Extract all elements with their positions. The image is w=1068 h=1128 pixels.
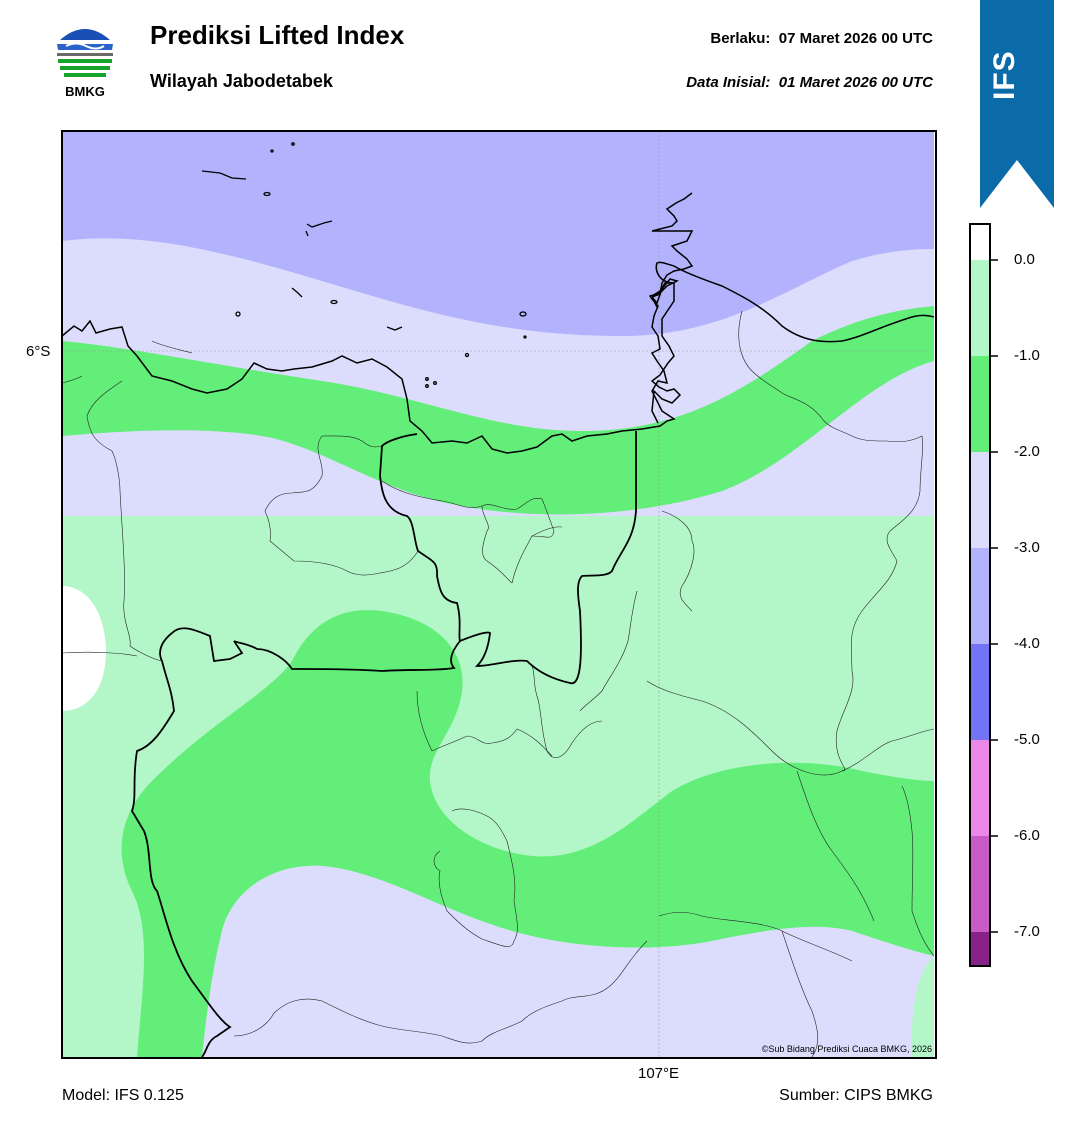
- colorbar: [969, 223, 998, 967]
- map-title: Prediksi Lifted Index: [150, 20, 405, 50]
- district-borders: [62, 310, 934, 1057]
- colorbar-swatch-7: [970, 836, 990, 932]
- field-green-south: [62, 610, 934, 1057]
- init-value: 01 Maret 2026 00 UTC: [778, 74, 933, 91]
- colorbar-tick-label: -7.0: [1014, 923, 1040, 940]
- coastline-bay: [655, 261, 675, 284]
- colorbar-tick-label: -1.0: [1014, 347, 1040, 364]
- colorbar-tick-label: -5.0: [1014, 731, 1040, 748]
- bmkg-logo: [55, 22, 115, 86]
- credit-text: ©Sub Bidang Prediksi Cuaca BMKG, 2026: [761, 1044, 932, 1054]
- logo-text: BMKG: [65, 84, 105, 99]
- colorbar-tick-marks: [990, 259, 998, 933]
- colorbar-tick-label: -6.0: [1014, 827, 1040, 844]
- colorbar-tick-label: 0.0: [1014, 251, 1035, 268]
- valid-value: 07 Maret 2026 00 UTC: [778, 30, 933, 47]
- colorbar-swatch-6: [970, 740, 990, 836]
- colorbar-swatch-5: [970, 644, 990, 740]
- lat-label: 6°S: [26, 343, 51, 360]
- source-label: Sumber: CIPS BMKG: [779, 1087, 933, 1104]
- map-subtitle: Wilayah Jabodetabek: [150, 71, 333, 91]
- colorbar-swatches: [970, 224, 990, 966]
- colorbar-border: [969, 223, 991, 967]
- init-label: Data Inisial:: [686, 74, 771, 91]
- ifs-ribbon: [980, 0, 1054, 208]
- coastline-north-east: [673, 265, 934, 343]
- field-lavender-south: [202, 865, 934, 1057]
- init-time: Data Inisial: 01 Maret 2026 00 UTC: [686, 74, 933, 91]
- colorbar-tick-label: -2.0: [1014, 443, 1040, 460]
- colorbar-swatch-4: [970, 548, 990, 644]
- colorbar-swatch-2: [970, 356, 990, 452]
- colorbar-swatch-0: [970, 224, 990, 260]
- valid-time: Berlaku: 07 Maret 2026 00 UTC: [710, 30, 933, 47]
- colorbar-tick-label: -4.0: [1014, 635, 1040, 652]
- ribbon-label: IFS: [988, 50, 1021, 100]
- coastline: [62, 192, 694, 454]
- colorbar-tick-label: -3.0: [1014, 539, 1040, 556]
- lifted-index-map: [62, 131, 934, 1057]
- field-light-green-se: [911, 956, 934, 1057]
- islands: [201, 142, 527, 388]
- model-label: Model: IFS 0.125: [62, 1087, 184, 1104]
- field-green-coast: [62, 306, 934, 515]
- colorbar-swatch-1: [970, 260, 990, 356]
- lon-label: 107°E: [638, 1065, 680, 1082]
- colorbar-swatch-8: [970, 932, 990, 966]
- province-borders: [131, 431, 637, 1057]
- valid-label: Berlaku:: [710, 30, 771, 47]
- map-frame: [61, 130, 937, 1059]
- colorbar-swatch-3: [970, 452, 990, 548]
- coastline-east: [650, 282, 682, 424]
- field-white-patch: [62, 586, 106, 711]
